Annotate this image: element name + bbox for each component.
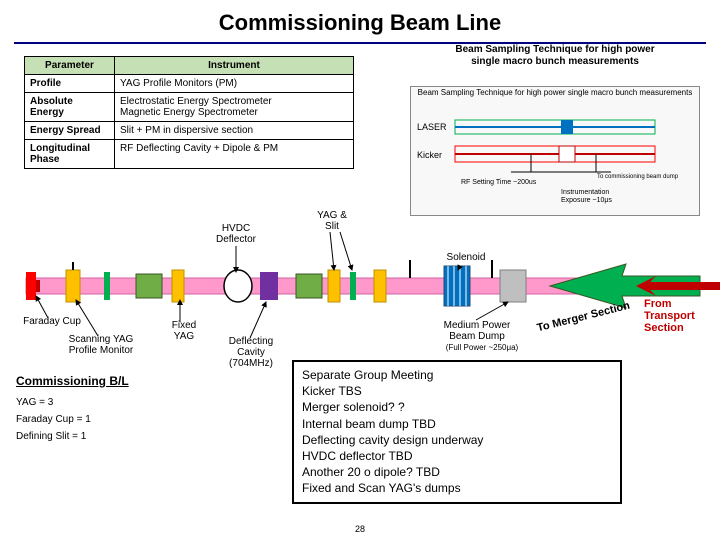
fixed-yag-label: Fixed YAG bbox=[162, 320, 206, 342]
inset-svg: LASER Kicker RF Setting Time ~200us Inst… bbox=[411, 100, 699, 206]
count-fc: Faraday Cup = 1 bbox=[16, 411, 91, 428]
table-header-instr: Instrument bbox=[115, 57, 354, 75]
solenoid-label: Solenoid bbox=[436, 252, 496, 263]
note-line: Internal beam dump TBD bbox=[302, 416, 612, 432]
count-yag: YAG = 3 bbox=[16, 394, 91, 411]
faraday-cup-label: Faraday Cup bbox=[14, 316, 90, 327]
commissioning-counts: YAG = 3 Faraday Cup = 1 Defining Slit = … bbox=[16, 394, 91, 445]
note-line: Another 20 o dipole? TBD bbox=[302, 464, 612, 480]
commissioning-heading: Commissioning B/L bbox=[16, 374, 129, 388]
inset-diagram: Beam Sampling Technique for high power s… bbox=[410, 86, 700, 216]
beam-dump-label: Medium Power Beam Dump bbox=[432, 320, 522, 342]
note-line: Separate Group Meeting bbox=[302, 367, 612, 383]
note-line: Fixed and Scan YAG's dumps bbox=[302, 480, 612, 496]
from-transport-label: From Transport Section bbox=[644, 298, 714, 334]
instrument-table: Parameter Instrument ProfileYAG Profile … bbox=[24, 56, 354, 169]
hvdc-label: HVDC Deflector bbox=[208, 223, 264, 245]
note-line: Kicker TBS bbox=[302, 383, 612, 399]
kicker-text: Kicker bbox=[417, 150, 442, 160]
note-line: Deflecting cavity design underway bbox=[302, 432, 612, 448]
scan-yag-label: Scanning YAG Profile Monitor bbox=[56, 334, 146, 356]
page-title: Commissioning Beam Line bbox=[0, 0, 720, 42]
svg-text:Exposure ~10μs: Exposure ~10μs bbox=[561, 197, 612, 204]
yag-slit-label: YAG & Slit bbox=[312, 210, 352, 232]
table-row: ProfileYAG Profile Monitors (PM) bbox=[25, 75, 354, 93]
deflecting-cavity-label: Deflecting Cavity (704MHz) bbox=[218, 336, 284, 369]
table-row: Longitudinal PhaseRF Deflecting Cavity +… bbox=[25, 140, 354, 169]
svg-text:To commissioning beam dump: To commissioning beam dump bbox=[597, 174, 679, 180]
sampling-technique-label: Beam Sampling Technique for high power s… bbox=[440, 44, 670, 67]
svg-text:RF Setting Time ~200us: RF Setting Time ~200us bbox=[461, 179, 537, 186]
page-number: 28 bbox=[355, 524, 365, 534]
table-row: Energy SpreadSlit + PM in dispersive sec… bbox=[25, 122, 354, 140]
table-header-param: Parameter bbox=[25, 57, 115, 75]
svg-text:Instrumentation: Instrumentation bbox=[561, 189, 609, 196]
inset-title: Beam Sampling Technique for high power s… bbox=[411, 87, 699, 100]
laser-text: LASER bbox=[417, 122, 447, 132]
notes-box: Separate Group Meeting Kicker TBS Merger… bbox=[292, 360, 622, 504]
note-line: HVDC deflector TBD bbox=[302, 448, 612, 464]
count-slit: Defining Slit = 1 bbox=[16, 428, 91, 445]
full-power-label: (Full Power ~250μa) bbox=[432, 344, 532, 353]
table-row: Absolute EnergyElectrostatic Energy Spec… bbox=[25, 93, 354, 122]
note-line: Merger solenoid? ? bbox=[302, 399, 612, 415]
